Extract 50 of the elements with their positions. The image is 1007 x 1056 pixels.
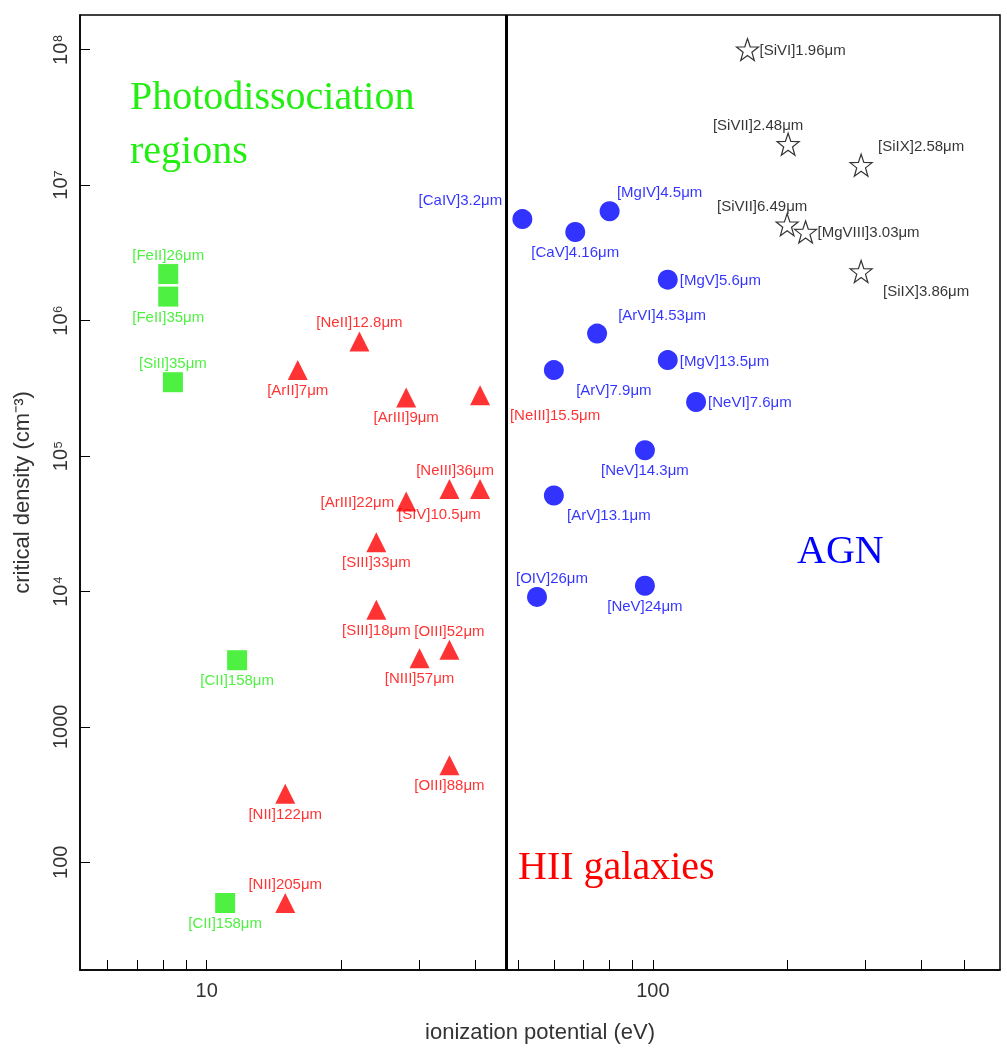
annotation: [OIII]88μm <box>414 776 485 794</box>
annotation: [MgIV]4.5μm <box>616 183 703 201</box>
annotation: [FeII]26μm <box>132 246 205 264</box>
annotation: AGN <box>797 526 884 572</box>
annotation: [SiIX]3.86μm <box>883 282 970 300</box>
annotation: [ArV]13.1μm <box>567 506 651 524</box>
annotation: HII galaxies <box>518 842 715 888</box>
annotation: [SIV]10.5μm <box>398 504 481 522</box>
annotation: [ArIII]9μm <box>373 408 439 426</box>
annotation: [ArIII]22μm <box>320 493 395 511</box>
annotation: [NIII]57μm <box>384 669 455 687</box>
annotation: [CII]158μm <box>200 671 274 689</box>
annotation: [SIII]18μm <box>341 620 411 638</box>
y-tick-label: 10⁸ <box>49 34 71 65</box>
y-tick-label: 10⁴ <box>49 575 71 607</box>
annotation: [MgV]5.6μm <box>679 271 761 289</box>
y-tick-label: 10⁶ <box>49 305 71 336</box>
annotation: [CaIV]3.2μm <box>418 191 503 209</box>
annotation: [NeIII]36μm <box>416 460 495 478</box>
annotation: [NII]205μm <box>248 874 323 892</box>
x-axis-title: ionization potential (eV) <box>425 1018 655 1044</box>
annotation: [MgVIII]3.03μm <box>817 223 920 241</box>
annotation: [NeIII]15.5μm <box>509 406 601 424</box>
annotation: [ArV]7.9μm <box>576 381 652 399</box>
annotation: Photodissociation regions <box>130 72 425 172</box>
annotation: [SiIX]2.58μm <box>878 137 965 155</box>
annotation: [OIV]26μm <box>516 568 588 586</box>
y-axis-title: critical density (cm⁻³) <box>8 391 34 594</box>
annotation: [NeV]14.3μm <box>601 461 689 479</box>
annotation: [ArVI]4.53μm <box>618 305 707 323</box>
annotation: [NII]122μm <box>248 804 323 822</box>
annotation: [SIII]33μm <box>341 553 411 571</box>
y-tick-label: 1000 <box>49 704 71 750</box>
annotation: [MgV]13.5μm <box>679 351 770 369</box>
annotation: [SiII]35μm <box>139 354 207 372</box>
annotation: [NeVI]7.6μm <box>708 393 792 411</box>
annotation: [SiVII]6.49μm <box>716 196 808 214</box>
annotation: [CaV]4.16μm <box>531 242 620 260</box>
annotation: [FeII]35μm <box>132 307 205 325</box>
annotation: [OIII]52μm <box>414 621 485 639</box>
annotation: [NeII]12.8μm <box>316 313 403 331</box>
annotation: [SiVII]2.48μm <box>712 116 804 134</box>
annotation: [CII]158μm <box>188 913 262 931</box>
annotation: [ArII]7μm <box>267 381 329 399</box>
y-tick-label: 10⁷ <box>49 170 71 200</box>
annotation: [NeV]24μm <box>607 596 683 614</box>
y-tick-label: 10⁵ <box>49 440 71 472</box>
y-tick-label: 100 <box>49 845 71 879</box>
annotation: [SiVI]1.96μm <box>759 41 846 59</box>
x-tick-label: 10 <box>195 979 218 1001</box>
